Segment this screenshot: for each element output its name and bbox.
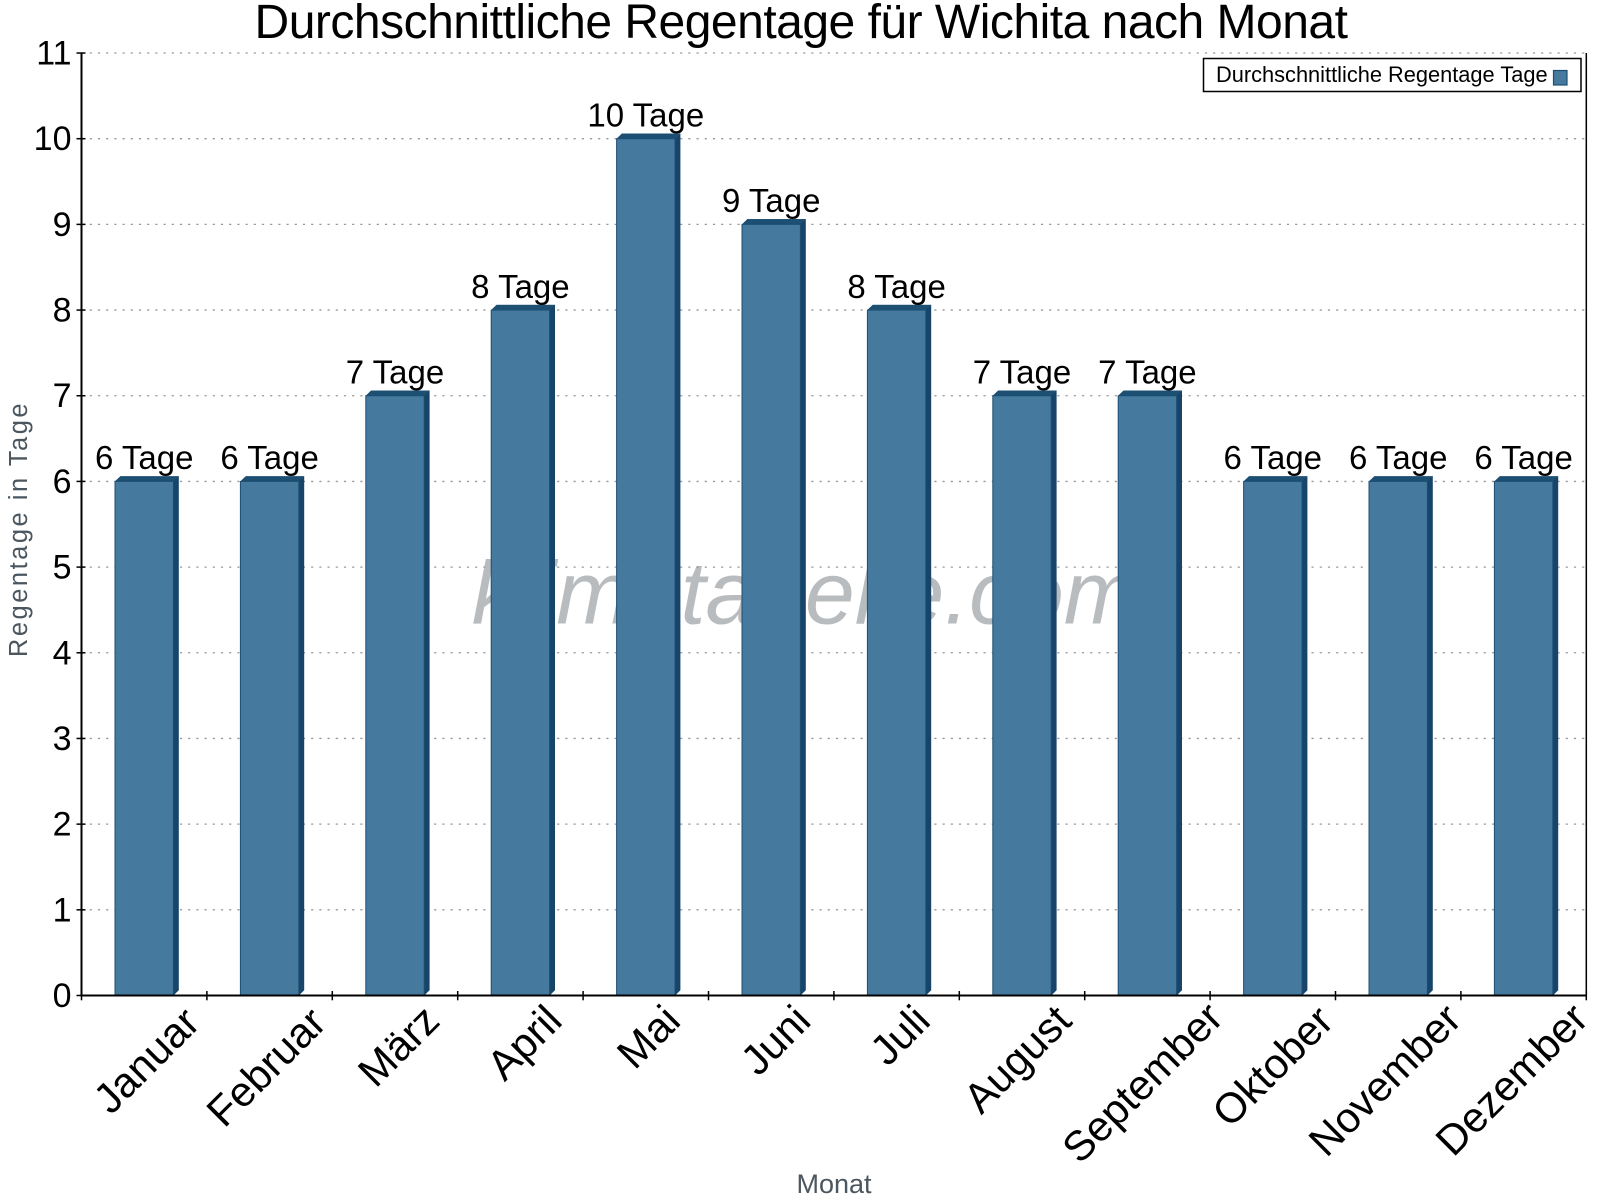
svg-text:7 Tage: 7 Tage	[973, 354, 1071, 391]
svg-text:8 Tage: 8 Tage	[471, 268, 569, 305]
svg-text:6 Tage: 6 Tage	[1474, 439, 1572, 476]
svg-text:8 Tage: 8 Tage	[847, 268, 945, 305]
svg-text:11: 11	[36, 35, 71, 73]
svg-text:10: 10	[34, 120, 72, 158]
svg-text:1: 1	[53, 891, 72, 929]
svg-text:4: 4	[53, 634, 72, 672]
svg-text:3: 3	[53, 720, 72, 758]
svg-text:10 Tage: 10 Tage	[587, 97, 704, 134]
svg-text:2: 2	[53, 806, 72, 844]
svg-text:9 Tage: 9 Tage	[722, 182, 820, 219]
svg-text:0: 0	[53, 977, 72, 1015]
svg-text:7 Tage: 7 Tage	[346, 354, 444, 391]
svg-text:Durchschnittliche Regentage Ta: Durchschnittliche Regentage Tage	[1216, 62, 1548, 87]
svg-text:8: 8	[53, 292, 72, 330]
svg-text:6 Tage: 6 Tage	[220, 439, 318, 476]
svg-text:Monat: Monat	[796, 1169, 872, 1199]
svg-text:9: 9	[53, 206, 72, 244]
svg-text:Durchschnittliche Regentage fü: Durchschnittliche Regentage für Wichita …	[255, 0, 1348, 49]
svg-text:6 Tage: 6 Tage	[1349, 439, 1447, 476]
svg-text:5: 5	[53, 549, 72, 587]
svg-text:7 Tage: 7 Tage	[1098, 354, 1196, 391]
svg-text:6: 6	[53, 463, 72, 501]
svg-text:7: 7	[53, 377, 72, 415]
svg-text:Regentage in Tage: Regentage in Tage	[5, 401, 33, 657]
svg-text:6 Tage: 6 Tage	[95, 439, 193, 476]
svg-text:6 Tage: 6 Tage	[1224, 439, 1322, 476]
